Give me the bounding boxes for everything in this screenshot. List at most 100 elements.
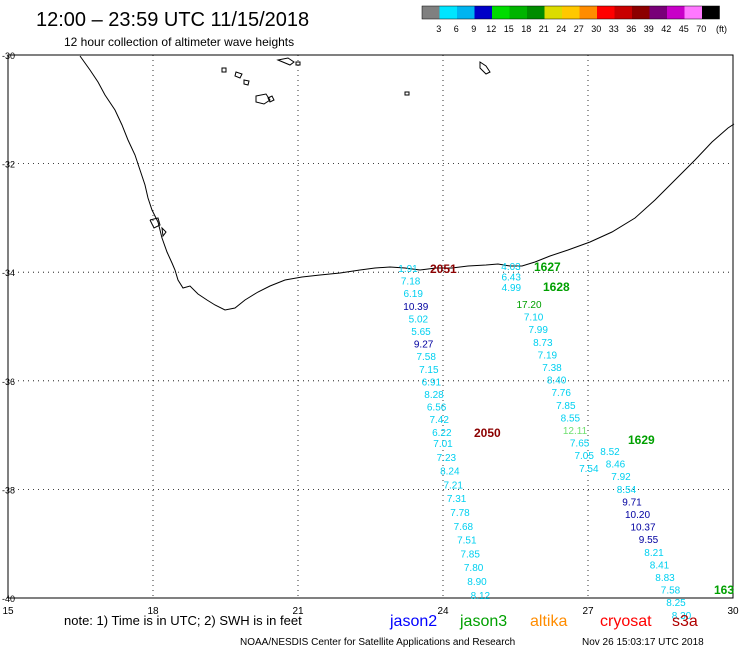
wave-height-value: 7.10 — [524, 313, 544, 324]
lon-tick-label: 30 — [727, 606, 739, 617]
legend-unit: (ft) — [716, 24, 727, 34]
legend-label: 70 — [696, 24, 706, 34]
lon-tick-label: 24 — [437, 606, 449, 617]
wave-height-value: 7.76 — [551, 388, 571, 399]
wave-height-value: 7.42 — [429, 415, 449, 426]
legend-label: 24 — [556, 24, 566, 34]
wave-height-value: 10.39 — [403, 302, 428, 313]
tick-labels: 15 18 21 24 27 30 -30 -32 -34 -36 -38 -40 — [2, 51, 739, 617]
wave-height-value: 7.58 — [416, 352, 436, 363]
wave-height-value: 8.21 — [644, 548, 664, 559]
map-subtitle: 12 hour collection of altimeter wave hei… — [64, 35, 294, 49]
wave-height-value: 8.90 — [467, 577, 487, 588]
legend-swatch — [474, 6, 492, 19]
wave-height-value: 8.73 — [533, 338, 553, 349]
island — [404, 91, 410, 96]
wave-height-value: 6.19 — [403, 289, 423, 300]
track-label: 163 — [714, 583, 734, 597]
wave-height-value: 8.12 — [471, 591, 491, 602]
island — [255, 93, 271, 105]
legend-swatch — [667, 6, 685, 19]
island — [234, 71, 243, 79]
satellite-legend-item: s3a — [672, 613, 698, 630]
wave-height-value: 4.99 — [502, 283, 522, 294]
wave-height-value: 7.85 — [460, 549, 480, 560]
wave-height-value: 8.54 — [617, 485, 637, 496]
legend-label: 12 — [486, 24, 496, 34]
island — [295, 61, 301, 66]
satellite-legend-item: jason3 — [459, 613, 507, 630]
lon-tick-label: 21 — [292, 606, 304, 617]
satellite-legend-item: jason2 — [389, 613, 437, 630]
wave-height-value: 7.23 — [437, 453, 457, 464]
credit-text: NOAA/NESDIS Center for Satellite Applica… — [240, 637, 515, 648]
plot-area: 15 18 21 24 27 30-30-32-34-36-38-40 1.917.186… — [2, 51, 739, 622]
wave-height-value: 7.51 — [457, 536, 477, 547]
legend-swatch — [439, 6, 457, 19]
legend-label: 42 — [661, 24, 671, 34]
wave-height-value: 10.20 — [625, 510, 650, 521]
track-label: 1627 — [534, 260, 561, 274]
wave-height-value: 7.68 — [454, 522, 474, 533]
legend-label: 3 — [436, 24, 441, 34]
wave-height-value: 7.19 — [538, 350, 558, 361]
color-legend: 3 6 9 12 15 18 21 24 27 30 33 36 39 42 45 70 (ft) — [421, 5, 727, 34]
wave-height-value: 10.37 — [630, 523, 655, 534]
track-label: 1629 — [628, 433, 655, 447]
legend-swatch — [649, 6, 667, 19]
timestamp-text: Nov 26 15:03:17 UTC 2018 — [582, 637, 704, 648]
wave-height-value: 7.15 — [419, 365, 439, 376]
island — [479, 61, 491, 75]
legend-swatch — [544, 6, 562, 19]
legend-swatch — [492, 6, 510, 19]
map-title: 12:00 – 23:59 UTC 11/15/2018 — [36, 9, 309, 31]
legend-frame — [421, 5, 720, 20]
plot-frame — [7, 54, 734, 599]
legend-label: 18 — [521, 24, 531, 34]
wave-height-value: 8.28 — [424, 390, 444, 401]
wave-height-value: 7.18 — [401, 277, 421, 288]
lon-tick-label: 27 — [582, 606, 594, 617]
satellite-legend: jason2 jason3 altika cryosat s3a — [389, 613, 698, 630]
wave-height-value: 7.65 — [570, 439, 590, 450]
lat-tick-label: -40 — [2, 594, 15, 604]
legend-label: 39 — [644, 24, 654, 34]
lat-tick-label: -30 — [2, 51, 15, 61]
wave-height-value: 5.02 — [409, 314, 429, 325]
legend-swatch — [457, 6, 475, 19]
legend-label: 30 — [591, 24, 601, 34]
lat-tick-label: -36 — [2, 377, 15, 387]
coastline-detail — [149, 217, 167, 238]
wave-height-value: 6.43 — [501, 273, 521, 284]
legend-label: 27 — [574, 24, 584, 34]
wave-height-value: 9.27 — [414, 340, 434, 351]
gridlines — [8, 55, 733, 598]
legend-label: 21 — [539, 24, 549, 34]
legend-label: 6 — [454, 24, 459, 34]
island — [243, 79, 250, 86]
wave-height-value: 9.71 — [622, 497, 642, 508]
satellite-tracks: 1.917.186.1910.395.025.659.277.587.156.9… — [398, 260, 734, 622]
legend-swatch — [684, 6, 702, 19]
legend-swatch — [527, 6, 545, 19]
wave-height-value: 8.55 — [561, 413, 581, 424]
wave-height-value: 6.91 — [422, 377, 442, 388]
wave-height-value: 8.46 — [606, 460, 626, 471]
legend-swatch — [632, 6, 650, 19]
legend-swatch — [614, 6, 632, 19]
wave-height-value: 12.11 — [563, 426, 588, 437]
track-label: 2050 — [474, 426, 501, 440]
satellite-legend-item: altika — [530, 613, 567, 630]
footer-note: note: 1) Time is in UTC; 2) SWH is in fe… — [64, 613, 302, 628]
legend-swatch — [597, 6, 615, 19]
wave-height-value: 7.31 — [447, 494, 467, 505]
wave-height-value: 7.92 — [611, 472, 631, 483]
wave-height-value: 7.58 — [661, 586, 681, 597]
wave-height-value: 6.56 — [427, 403, 447, 414]
legend-swatch — [702, 6, 720, 19]
wave-height-value: 4.03 — [501, 262, 521, 273]
lat-tick-label: -34 — [2, 268, 15, 278]
lat-tick-label: -32 — [2, 160, 15, 170]
wave-height-value: 7.54 — [579, 464, 599, 475]
